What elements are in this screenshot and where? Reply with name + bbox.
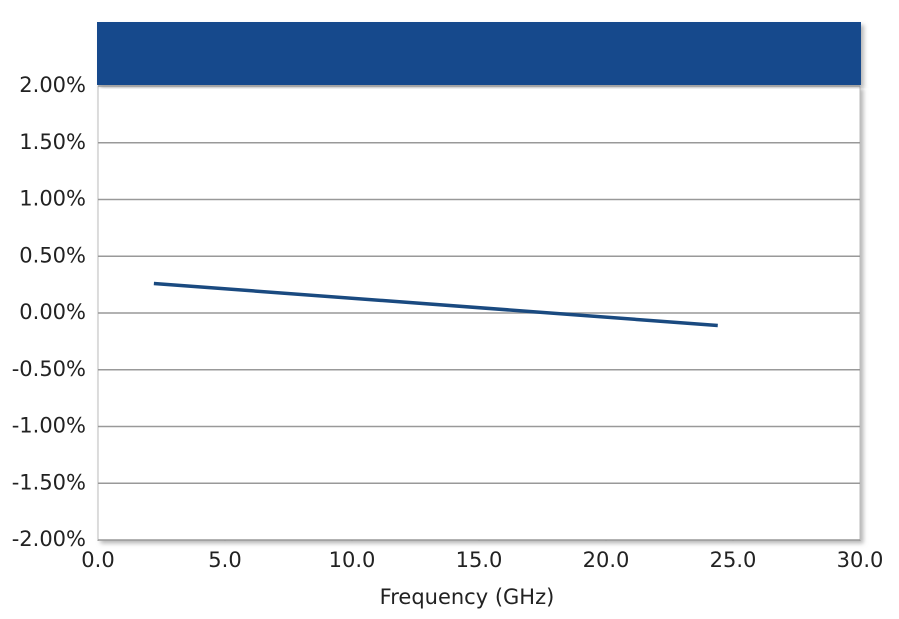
x-tick-label: 15.0 <box>456 548 503 572</box>
header-bar <box>97 22 861 85</box>
y-tick-label: 1.50% <box>19 130 86 154</box>
plot: -2.00% -1.50% -1.00% -0.50% 0.00% 0.50% 1.00% 1… <box>12 73 884 572</box>
y-tick-label: -1.00% <box>12 414 86 438</box>
x-tick-label: 10.0 <box>329 548 376 572</box>
y-tick-label: -1.50% <box>12 470 86 494</box>
x-axis-title: Frequency (GHz) <box>380 585 555 609</box>
x-tick-label: 5.0 <box>208 548 241 572</box>
x-tick-label: 30.0 <box>837 548 884 572</box>
x-tick-label: 25.0 <box>710 548 757 572</box>
x-tick-label: 20.0 <box>583 548 630 572</box>
y-tick-label: -0.50% <box>12 357 86 381</box>
y-tick-label: 2.00% <box>19 73 86 97</box>
x-tick-label: 0.0 <box>81 548 114 572</box>
data-line <box>153 281 718 328</box>
y-tick-label: 0.50% <box>19 243 86 267</box>
y-tick-label: 1.00% <box>19 187 86 211</box>
y-tick-label: 0.00% <box>19 300 86 324</box>
y-tick-label: -2.00% <box>12 527 86 551</box>
